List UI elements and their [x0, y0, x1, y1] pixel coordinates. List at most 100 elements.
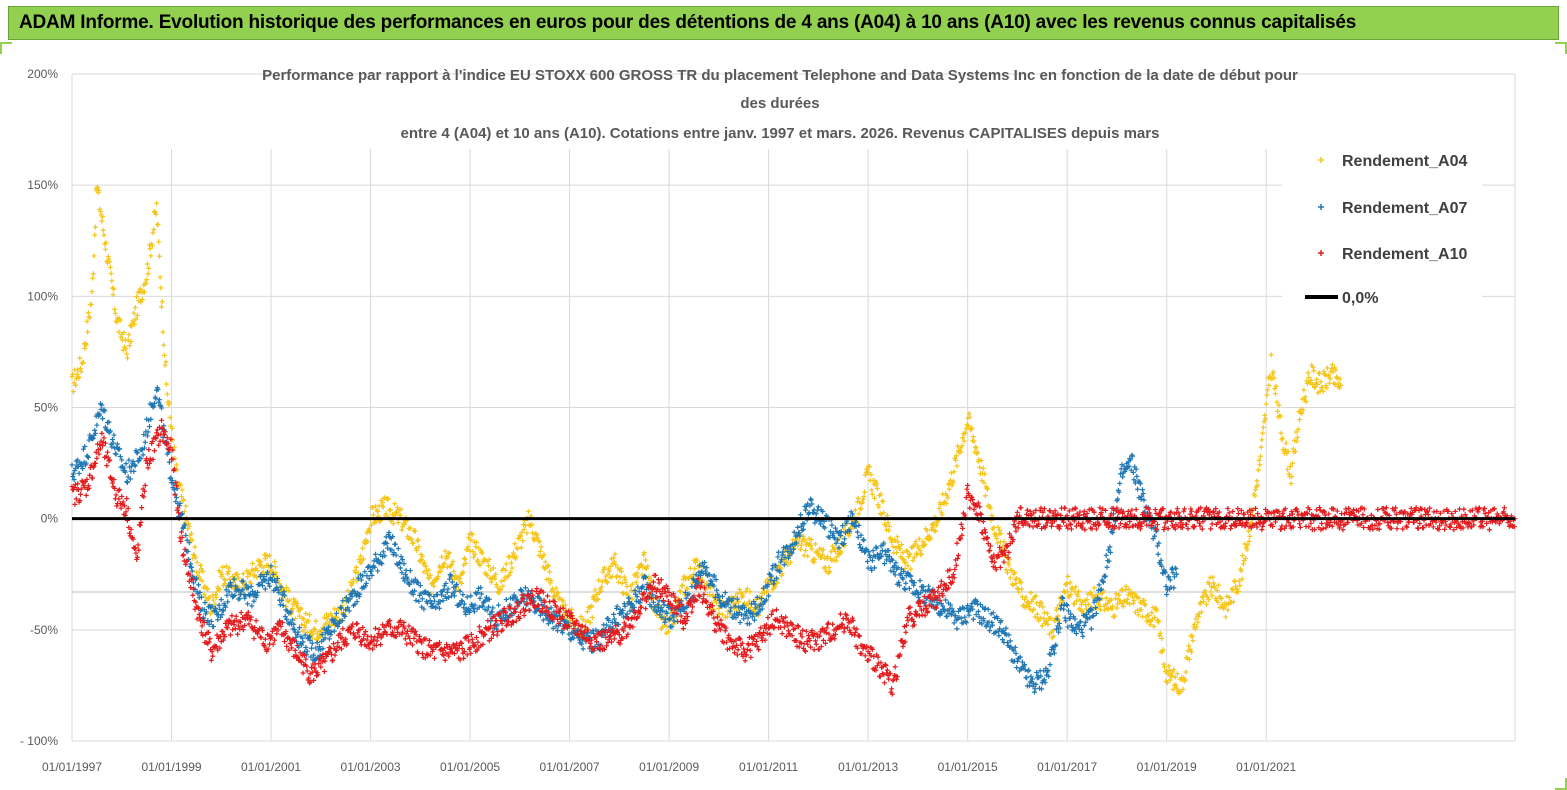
data-point [114, 503, 120, 509]
data-point [151, 448, 157, 454]
data-point [299, 622, 305, 628]
data-point [677, 589, 683, 595]
data-point [1208, 526, 1214, 532]
data-point [1014, 665, 1020, 671]
data-point [493, 617, 499, 623]
data-point [1103, 552, 1109, 558]
data-point [296, 613, 302, 619]
data-point [779, 631, 785, 637]
data-point [808, 644, 814, 650]
data-point [1258, 444, 1264, 450]
data-point [1031, 689, 1037, 695]
data-point [446, 550, 452, 556]
data-point [1024, 675, 1030, 681]
data-point [258, 635, 264, 641]
data-point [439, 564, 445, 570]
data-point [462, 556, 468, 562]
data-point [106, 458, 112, 464]
data-point [503, 597, 509, 603]
data-point [410, 540, 416, 546]
data-point [190, 555, 196, 561]
data-point [521, 612, 527, 618]
data-point [223, 577, 229, 583]
data-point [214, 589, 220, 595]
data-point [1073, 505, 1079, 511]
data-point [854, 529, 860, 535]
data-point [479, 550, 485, 556]
data-point [745, 601, 751, 607]
data-point [131, 468, 137, 474]
data-point [380, 500, 386, 506]
data-point [811, 647, 817, 653]
data-point [970, 434, 976, 440]
data-point [498, 587, 504, 593]
data-point [520, 538, 526, 544]
data-point [508, 569, 514, 575]
data-point [1044, 610, 1050, 616]
data-point [188, 531, 194, 537]
data-point [621, 574, 627, 580]
data-point [132, 463, 138, 469]
data-point [99, 430, 105, 436]
data-point [324, 616, 330, 622]
data-point [306, 612, 312, 618]
data-point [397, 565, 403, 571]
data-point [803, 548, 809, 554]
data-point [403, 567, 409, 573]
data-point [485, 618, 491, 624]
data-point [157, 274, 163, 280]
data-point [156, 253, 162, 259]
data-point [536, 552, 542, 558]
data-point [1173, 566, 1179, 572]
data-point [665, 629, 671, 635]
data-point [701, 591, 707, 597]
data-point [580, 646, 586, 652]
data-point [85, 453, 91, 459]
data-point [228, 632, 234, 638]
data-point [1155, 551, 1161, 557]
data-point [875, 502, 881, 508]
data-point [385, 496, 391, 502]
data-point [133, 316, 139, 322]
data-point [161, 342, 167, 348]
data-point [805, 553, 811, 559]
data-point [803, 507, 809, 513]
data-point [1247, 533, 1253, 539]
data-point [90, 475, 96, 481]
data-point [469, 531, 475, 537]
data-point [321, 669, 327, 675]
data-point [368, 522, 374, 528]
data-point [75, 367, 81, 373]
data-point [272, 564, 278, 570]
data-point [722, 590, 728, 596]
data-point [689, 609, 695, 615]
data-point [335, 640, 341, 646]
data-point [95, 184, 101, 190]
data-point [468, 531, 474, 537]
data-point [78, 366, 84, 372]
data-point [99, 218, 105, 224]
data-point [282, 593, 288, 599]
data-point [592, 587, 598, 593]
data-point [486, 563, 492, 569]
data-point [1263, 401, 1269, 407]
data-point [908, 566, 914, 572]
data-point [1068, 526, 1074, 532]
data-point [442, 548, 448, 554]
data-point [1086, 601, 1091, 607]
data-point [890, 544, 896, 550]
series-Rendement_A10 [69, 417, 1518, 697]
data-point [199, 578, 205, 584]
data-point [144, 277, 150, 283]
data-point [113, 451, 119, 457]
data-point [619, 580, 625, 586]
data-point [375, 509, 381, 515]
data-point [1152, 507, 1158, 513]
data-point [370, 512, 376, 518]
data-point [360, 545, 366, 551]
data-point [289, 606, 295, 612]
data-point [860, 496, 866, 502]
data-point [1093, 605, 1099, 611]
data-point [641, 550, 647, 556]
data-point [1079, 629, 1085, 635]
